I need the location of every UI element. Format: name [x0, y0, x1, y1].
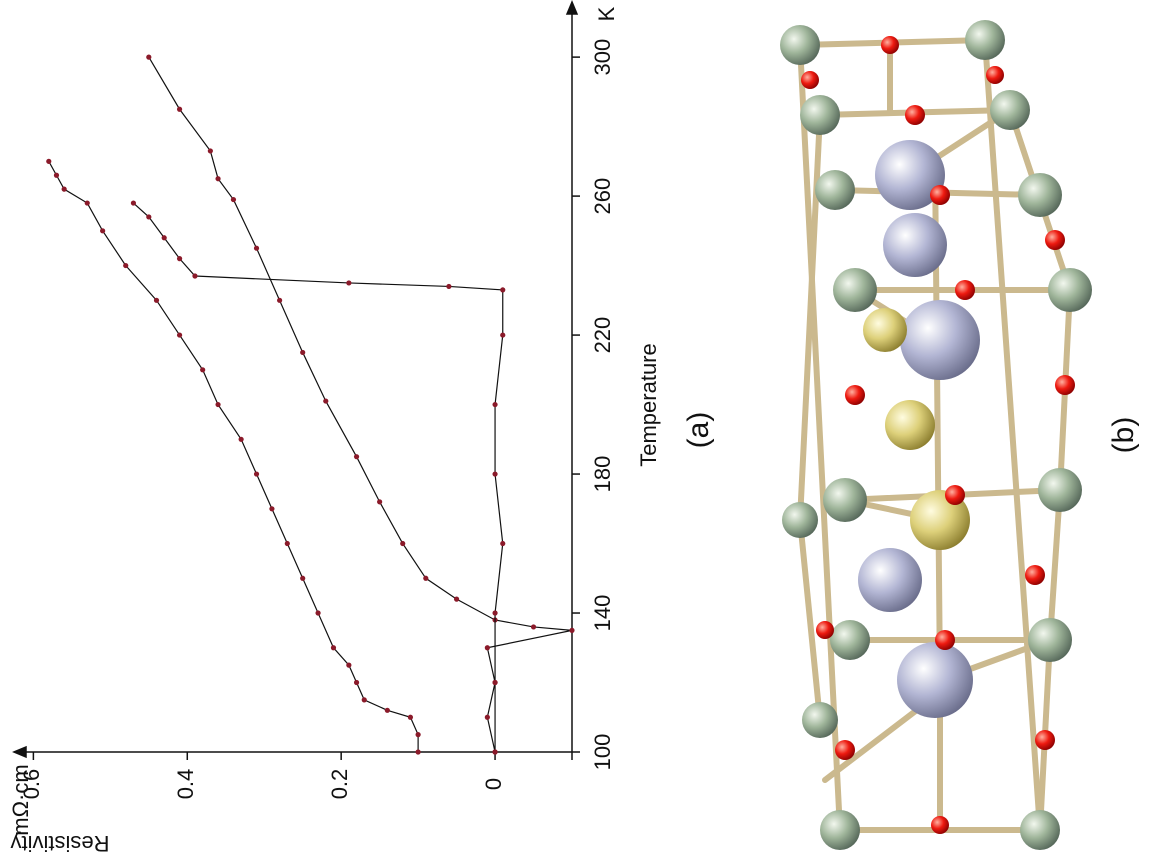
data-point [123, 262, 129, 269]
data-point [492, 401, 498, 408]
data-point [323, 398, 329, 404]
data-point [484, 714, 490, 720]
plot: 100 140 180 220 260 300 0 0.2 0.4 0.6 [19, 39, 615, 800]
data-point [84, 200, 90, 206]
data-point [153, 297, 160, 303]
data-point [492, 471, 498, 477]
panel-label: (b) [1107, 417, 1140, 454]
data-point [253, 245, 260, 251]
data-point [207, 148, 213, 154]
data-point [407, 714, 414, 720]
data-point [484, 645, 490, 651]
data-point [500, 332, 506, 338]
data-point [492, 749, 498, 755]
data-point [346, 662, 352, 668]
x-label: Temperature [636, 343, 661, 467]
data-point [500, 287, 506, 293]
data-point [176, 106, 183, 112]
data-point [315, 610, 321, 616]
data-point [353, 454, 360, 460]
y-unit: mΩ·cm [8, 764, 33, 835]
crystal-structure [780, 20, 1092, 850]
data-point [215, 401, 221, 408]
data-point [146, 54, 152, 60]
y-tick-label: 0.2 [327, 769, 352, 800]
x-unit: K [594, 6, 619, 21]
data-point [530, 624, 537, 630]
x-tick-label: 300 [590, 39, 615, 76]
data-point [269, 506, 275, 512]
data-point [300, 575, 306, 581]
data-point [100, 228, 106, 234]
data-point [415, 749, 421, 755]
data-point [492, 610, 498, 616]
data-point [415, 732, 421, 738]
data-point [400, 540, 406, 547]
data-point [446, 283, 452, 290]
data-point [330, 645, 337, 651]
data-point [284, 540, 290, 547]
panel-label: (a) [682, 412, 715, 449]
y-tick-label: 0.4 [173, 769, 198, 800]
data-point [500, 540, 506, 547]
y-tick-label: 0 [481, 778, 506, 790]
data-point [300, 349, 306, 356]
y-tick-label: 0.6 [19, 769, 44, 800]
y-label: Resistivity [10, 831, 109, 856]
x-tick-label: 100 [590, 734, 615, 771]
data-point [492, 679, 498, 686]
x-tick-label: 220 [590, 317, 615, 354]
data-point [215, 176, 221, 182]
data-point [353, 679, 360, 686]
y-axis-arrow [12, 745, 27, 759]
data-point [176, 332, 183, 338]
data-point [277, 297, 283, 303]
axes [12, 0, 579, 760]
data-point [361, 697, 367, 703]
data-point [200, 367, 206, 373]
data-point [176, 256, 183, 262]
data-point [253, 471, 260, 477]
data-point [238, 436, 244, 442]
x-tick-label: 260 [590, 178, 615, 215]
data-point [161, 235, 167, 241]
data-point [423, 575, 429, 581]
series-line [48, 161, 419, 752]
data-point [192, 273, 198, 279]
data-point [146, 214, 152, 220]
data-point [569, 627, 575, 633]
data-point [46, 158, 52, 164]
x-axis-arrow [565, 0, 579, 15]
data-point [384, 707, 390, 713]
data-point [453, 596, 460, 602]
atoms [780, 20, 1092, 850]
data-point [377, 499, 383, 505]
data-point [130, 200, 137, 206]
data-point [53, 172, 60, 178]
data-point [230, 196, 237, 203]
x-tick-label: 180 [590, 456, 615, 493]
x-tick-label: 140 [590, 595, 615, 632]
series-line [148, 56, 573, 753]
data-point [346, 280, 352, 286]
data-point [61, 186, 67, 192]
